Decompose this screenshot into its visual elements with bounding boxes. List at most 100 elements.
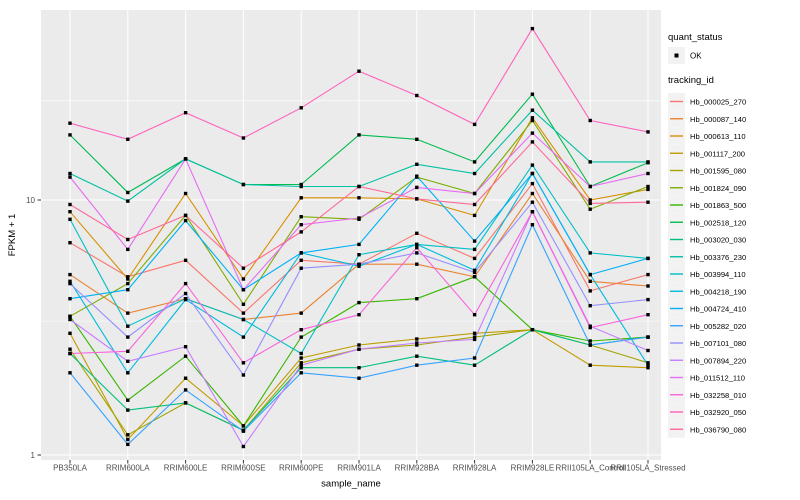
data-point <box>68 297 72 301</box>
data-point <box>588 251 592 255</box>
data-point <box>68 314 72 318</box>
data-point <box>530 210 535 214</box>
data-point <box>588 343 592 347</box>
data-point <box>415 174 419 178</box>
data-point <box>472 247 477 252</box>
x-tick-label: RRIM928LA <box>453 464 497 473</box>
data-point <box>646 187 650 192</box>
data-point <box>68 317 72 322</box>
data-point <box>299 223 303 227</box>
data-point <box>588 201 592 206</box>
data-point <box>472 256 477 261</box>
legend-item: Hb_003020_030 <box>668 231 746 248</box>
data-point <box>646 184 650 189</box>
data-point <box>126 359 130 363</box>
data-point <box>646 256 650 261</box>
data-point <box>588 289 592 293</box>
x-tick-label: RRII105LA_Stressed <box>610 464 685 473</box>
data-point <box>299 106 303 110</box>
data-point <box>299 230 303 234</box>
data-point <box>126 275 130 279</box>
x-tick-label: RRII105LA_Control <box>556 464 626 473</box>
data-point <box>530 116 535 120</box>
data-point <box>241 429 246 433</box>
data-point <box>472 239 477 243</box>
data-point <box>646 200 650 204</box>
data-point <box>299 335 303 339</box>
data-point <box>357 184 361 189</box>
data-point <box>646 363 650 367</box>
data-point <box>126 335 130 339</box>
data-point <box>588 198 592 202</box>
legend-item: Hb_004218_190 <box>668 282 746 300</box>
y-tick-label: 1 <box>31 451 36 460</box>
legend-item: Hb_032258_010 <box>668 386 746 404</box>
legend-item: Hb_007101_080 <box>668 334 746 352</box>
data-point <box>588 207 592 211</box>
data-point <box>415 337 419 341</box>
data-point <box>415 343 419 347</box>
data-point <box>241 136 246 140</box>
data-point <box>299 182 303 187</box>
data-point <box>357 376 361 380</box>
data-point <box>241 424 246 428</box>
legend-item: Hb_007894_220 <box>668 351 746 369</box>
data-point <box>183 401 188 405</box>
data-point <box>241 444 246 449</box>
legend-item: Hb_011512_110 <box>668 369 745 386</box>
data-point <box>415 354 419 358</box>
data-point <box>126 247 130 252</box>
legend-item: Hb_000613_110 <box>668 127 746 145</box>
data-point <box>68 371 72 375</box>
data-point <box>68 202 72 207</box>
data-point <box>126 408 130 412</box>
legend-item: Hb_000087_140 <box>668 110 746 128</box>
data-point <box>299 251 303 255</box>
data-point <box>415 251 419 255</box>
data-point <box>646 366 650 370</box>
legend-item-label: Hb_000613_110 <box>690 132 746 141</box>
plot-panel <box>41 10 661 460</box>
data-point <box>646 348 650 353</box>
data-point <box>357 69 361 73</box>
data-point <box>299 371 303 375</box>
legend-item: Hb_001117_200 <box>668 144 745 162</box>
data-point <box>588 279 592 283</box>
data-point <box>299 328 303 332</box>
data-point <box>357 253 361 257</box>
data-point <box>299 196 303 200</box>
data-point <box>357 262 361 266</box>
legend-item-label: Hb_004218_190 <box>690 287 746 296</box>
data-point <box>183 258 188 262</box>
data-point <box>646 160 650 164</box>
legend-item-label: Hb_000087_140 <box>690 115 746 124</box>
x-tick-label: RRIM901LA <box>337 464 381 473</box>
data-point <box>126 437 130 442</box>
data-point <box>415 93 419 98</box>
legend-item: Hb_000025_270 <box>668 93 746 110</box>
data-point <box>126 190 130 195</box>
legend-item-label: Hb_003994_110 <box>690 270 746 279</box>
legend-item: Hb_001595_080 <box>668 162 746 179</box>
legend-item-label: Hb_001863_500 <box>690 201 746 210</box>
data-point <box>415 297 419 301</box>
data-point <box>472 160 477 164</box>
data-point <box>68 331 72 335</box>
data-point <box>126 398 130 402</box>
data-point <box>241 182 246 187</box>
data-point <box>530 181 535 186</box>
data-point <box>530 140 535 144</box>
data-point <box>68 175 72 179</box>
legend-item-label: Hb_011512_110 <box>690 374 745 383</box>
data-point <box>241 266 246 270</box>
legend-item-label: Hb_007101_080 <box>690 339 746 348</box>
legend-ok-label: OK <box>690 52 702 61</box>
legend-item-label: Hb_007894_220 <box>690 356 746 365</box>
data-point <box>646 272 650 277</box>
data-point <box>241 277 246 281</box>
data-point <box>68 347 72 351</box>
data-point <box>530 328 535 332</box>
data-point <box>588 160 592 164</box>
legend-item: Hb_002518_120 <box>668 213 746 231</box>
data-point <box>68 279 72 283</box>
